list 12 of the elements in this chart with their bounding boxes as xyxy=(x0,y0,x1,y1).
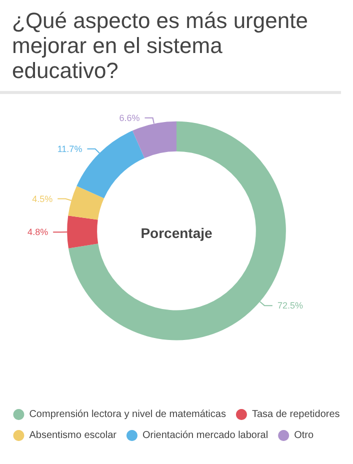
chart-title: ¿Qué aspecto es más urgente mejorar en el sistema educativo? xyxy=(0,0,341,94)
data-label: 4.8% xyxy=(28,227,48,238)
data-label: 4.5% xyxy=(32,194,53,204)
legend-label: Orientación mercado laboral xyxy=(142,430,268,441)
legend-label: Absentismo escolar xyxy=(29,430,118,441)
data-label: 6.6% xyxy=(119,112,140,123)
text: Porcentaje xyxy=(140,225,213,241)
data-label: 11.7% xyxy=(57,144,82,154)
legend-label: Comprensión lectora y nivel de matemáticas xyxy=(29,409,226,420)
data-label: 72.5% xyxy=(277,300,303,311)
legend-label: Otro xyxy=(294,430,314,441)
legend-label: Tasa de repetidores xyxy=(252,409,340,420)
